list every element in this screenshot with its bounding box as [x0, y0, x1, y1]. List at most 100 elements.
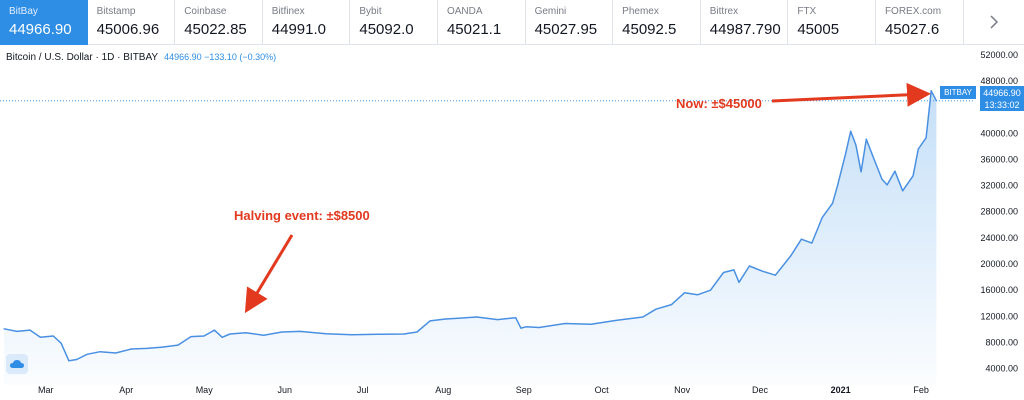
- price-point: [16, 330, 18, 332]
- tab-coinbase[interactable]: Coinbase 45022.85: [175, 0, 263, 45]
- price-point: [642, 316, 644, 318]
- exchange-price: 45005: [797, 21, 840, 38]
- price-point: [881, 178, 883, 180]
- price-point: [403, 333, 405, 335]
- symbol-label: Bitcoin / U.S. Dollar · 1D · BITBAY: [6, 52, 159, 63]
- price-point: [68, 360, 70, 362]
- y-tick-label: 20000.00: [980, 259, 1018, 269]
- halving-label: Halving event: ±$8500: [234, 208, 370, 223]
- price-point: [860, 171, 862, 173]
- x-tick-label: Nov: [674, 385, 691, 395]
- exchange-name: FOREX.com: [884, 6, 942, 17]
- price-point: [912, 175, 914, 177]
- tab-bybit[interactable]: Bybit 45092.0: [350, 0, 438, 45]
- price-point: [76, 358, 78, 361]
- tab-phemex[interactable]: Phemex 45092.5: [613, 0, 701, 45]
- tab-bitstamp[interactable]: Bitstamp 45006.96: [88, 0, 176, 45]
- halving-arrow: [244, 234, 294, 314]
- price-point: [844, 153, 847, 155]
- price-point: [520, 327, 522, 329]
- tab-bittrex[interactable]: Bittrex 44987.790: [701, 0, 789, 45]
- y-tick-label: 32000.00: [980, 181, 1018, 191]
- price-point: [670, 304, 673, 306]
- price-point: [115, 352, 117, 354]
- exchange-name: Gemini: [534, 6, 567, 17]
- price-point: [29, 329, 31, 331]
- x-tick-label: Jun: [277, 385, 292, 395]
- exchange-price: 45027.6: [884, 21, 940, 38]
- exchange-name: Coinbase: [184, 6, 227, 17]
- tab-forex-com[interactable]: FOREX.com 45027.6: [876, 0, 964, 45]
- y-tick-label: 24000.00: [980, 233, 1018, 243]
- price-point: [761, 270, 764, 272]
- price-point: [722, 271, 725, 274]
- price-point: [203, 335, 205, 337]
- price-point: [538, 326, 540, 329]
- exchange-price: 45092.5: [622, 21, 677, 38]
- price-point: [457, 317, 460, 319]
- price-point: [444, 318, 447, 320]
- exchange-name: FTX: [797, 6, 817, 17]
- y-tick-label: 12000.00: [980, 311, 1018, 321]
- exchange-name: OANDA: [446, 6, 483, 17]
- price-point: [281, 331, 283, 333]
- price-point: [865, 138, 867, 140]
- price-point: [935, 100, 938, 102]
- price-point: [850, 130, 852, 132]
- price-point: [229, 333, 231, 335]
- tab-oanda[interactable]: OANDA 45021.1: [438, 0, 526, 45]
- exchange-price: 44991.0: [271, 21, 327, 38]
- price-point: [564, 322, 566, 325]
- y-tick-label: 8000.00: [985, 338, 1018, 348]
- price-point: [39, 336, 42, 338]
- price-point: [738, 281, 740, 283]
- price-point: [616, 319, 618, 321]
- price-point: [683, 292, 686, 294]
- price-point: [416, 331, 418, 333]
- exchange-price: 45092.0: [359, 21, 414, 38]
- price-line: [3, 90, 938, 362]
- price-point: [709, 289, 712, 291]
- halving-annotation: Halving event: ±$8500: [234, 208, 370, 314]
- now-label: Now: ±$45000: [676, 96, 762, 111]
- time-axis: Mar Apr May Jun Jul Aug Sep Oct Nov Dec 2021 Feb: [38, 385, 929, 395]
- x-tick-label: Sep: [516, 385, 532, 395]
- price-point: [351, 334, 353, 336]
- x-tick-label: Apr: [119, 385, 133, 395]
- price-point: [894, 170, 896, 172]
- exchange-price-tag: BITBAY: [940, 86, 976, 99]
- price-point: [855, 144, 857, 146]
- exchange-price: 44987.790: [709, 21, 781, 38]
- next-tabs-button[interactable]: [964, 0, 1024, 44]
- x-tick-label: Mar: [38, 385, 54, 395]
- price-point: [800, 238, 803, 240]
- exchange-price: 44966.90: [9, 21, 72, 38]
- price-point: [902, 190, 904, 192]
- tab-gemini[interactable]: Gemini 45027.95: [526, 0, 614, 45]
- tab-bitfinex[interactable]: Bitfinex 44991.0: [263, 0, 351, 45]
- tab-ftx[interactable]: FTX 45005: [788, 0, 876, 45]
- price-point: [245, 332, 247, 334]
- price-point: [213, 329, 215, 331]
- price-point: [161, 346, 163, 348]
- price-point: [590, 323, 592, 325]
- price-point: [60, 342, 62, 344]
- exchange-name: Bitfinex: [271, 6, 305, 17]
- exchange-name: BitBay: [9, 6, 38, 17]
- tradingview-logo-icon[interactable]: [6, 354, 28, 374]
- tab-bitbay[interactable]: BitBay 44966.90: [0, 0, 88, 45]
- price-point: [886, 184, 888, 186]
- exchange-price: 45021.1: [446, 21, 502, 38]
- y-tick-label: 40000.00: [980, 128, 1018, 138]
- price-point: [832, 202, 834, 204]
- last-price-time: 13:33:02: [984, 100, 1020, 110]
- price-chart[interactable]: 52000.0048000.0044000.0040000.0036000.00…: [0, 45, 1024, 400]
- x-tick-label: Dec: [752, 385, 769, 395]
- price-point: [496, 319, 499, 321]
- price-point: [325, 333, 327, 335]
- exchange-price: 45027.95: [534, 21, 598, 38]
- price-point: [299, 330, 301, 332]
- chart-legend: Bitcoin / U.S. Dollar · 1D · BITBAY 44966…: [6, 52, 276, 63]
- exchange-tabs: BitBay 44966.90 Bitstamp 45006.96 Coinbase 45…: [0, 0, 1024, 45]
- price-point: [837, 184, 839, 186]
